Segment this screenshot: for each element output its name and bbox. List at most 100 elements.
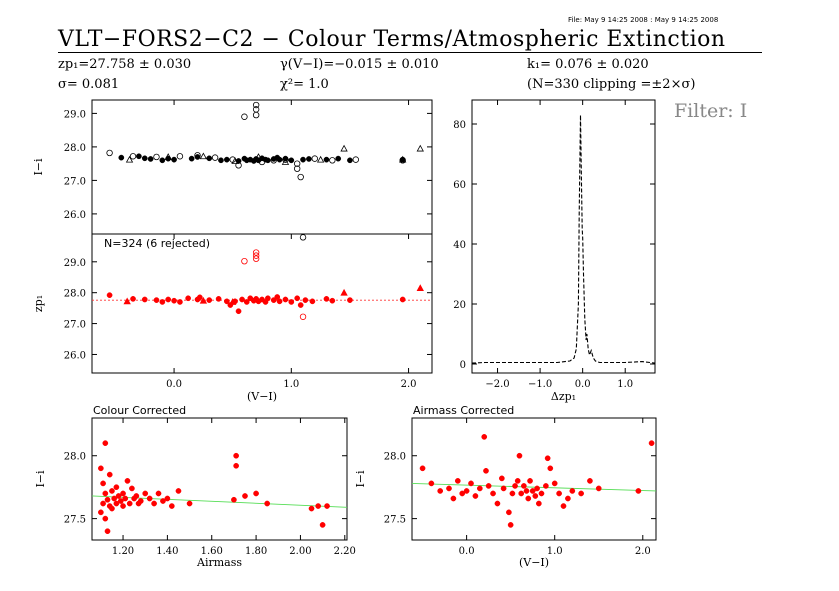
p1-point: [297, 173, 304, 181]
p2-point: [323, 296, 330, 302]
p2-point: [329, 297, 336, 304]
p1-point: [106, 149, 113, 157]
p4-point: [126, 500, 133, 507]
zp-stat: zp₁=27.758 ± 0.030: [58, 57, 192, 72]
p2-point: [297, 302, 304, 308]
p4-point: [151, 500, 157, 507]
p4-point: [324, 503, 330, 509]
p4-point: [113, 484, 120, 491]
p5-point: [556, 490, 562, 497]
p5-ytick-label: 28.0: [384, 452, 406, 463]
p4-xtick-label: 1.80: [245, 546, 267, 557]
p3-xtick-label: −2.0: [485, 379, 509, 390]
p3-xtick-label: 0.0: [575, 379, 591, 390]
p2-ylabel: zp₁: [32, 295, 45, 312]
p5-point: [459, 490, 466, 497]
p5-point: [428, 480, 435, 487]
p1-frame: [91, 99, 433, 235]
p4-point: [102, 440, 109, 447]
p1-point: [399, 155, 407, 163]
p1-point: [265, 157, 271, 164]
p5-point: [500, 485, 507, 492]
p2-point: [197, 294, 203, 301]
p5-point: [547, 465, 554, 472]
p1-point: [141, 155, 148, 162]
p2-point: [347, 297, 353, 303]
p2-point: [274, 294, 281, 300]
p4-point: [102, 515, 109, 522]
p4-point: [115, 493, 122, 499]
k-stat: k₁= 0.076 ± 0.020: [527, 57, 649, 72]
p5-point: [506, 509, 512, 516]
p2-ytick-label: 29.0: [64, 258, 86, 269]
p2-point: [239, 296, 245, 303]
p1-point: [159, 157, 166, 164]
p4-point: [319, 522, 326, 528]
p5-point: [523, 488, 530, 494]
p5-point: [532, 493, 539, 499]
p3-xtick-label: −1.0: [528, 379, 552, 390]
p5-point: [509, 490, 516, 497]
p5-point: [446, 485, 452, 492]
p3-series-line: [471, 114, 656, 364]
p4-point: [146, 495, 153, 502]
p5-point: [648, 440, 655, 447]
p5-point: [543, 483, 549, 489]
p4-point: [242, 493, 248, 499]
p1-point: [329, 157, 336, 164]
p2-point: [171, 297, 177, 304]
p3-ytick-label: 60: [453, 180, 466, 191]
p4-point: [98, 465, 104, 472]
p4-point: [186, 500, 193, 507]
p2-xlabel: (V−I): [247, 390, 277, 403]
p4-point: [104, 528, 111, 535]
p1-point: [306, 156, 312, 162]
p5-point: [569, 488, 576, 494]
p4-point: [122, 495, 129, 502]
p4-frame: [91, 417, 348, 541]
p5-point: [481, 434, 488, 440]
p2-point: [252, 255, 260, 262]
p1-point: [252, 101, 260, 109]
p2-frame: [91, 233, 433, 374]
p2-point: [243, 299, 250, 305]
p5-xtick-label: 2.0: [635, 546, 651, 557]
p5-point: [578, 490, 584, 497]
p5-ylabel: I−i: [354, 470, 367, 488]
p4-point: [155, 490, 162, 497]
p1-point: [125, 155, 134, 163]
p1-point: [276, 156, 283, 163]
p1-point: [340, 144, 348, 152]
p4-ytick-label: 28.0: [64, 452, 86, 463]
p4-point: [133, 493, 140, 499]
p1-ytick-label: 26.0: [64, 210, 86, 221]
p2-point: [177, 299, 183, 305]
p2-point: [206, 297, 213, 303]
p1-point: [299, 234, 307, 241]
p1-point: [254, 153, 263, 160]
p4-point: [124, 478, 131, 484]
p2-point: [294, 295, 301, 302]
p2-point: [229, 298, 237, 305]
p2-point: [130, 296, 136, 302]
p2-point: [299, 313, 307, 320]
p1-point: [293, 165, 301, 172]
p2-point: [252, 252, 260, 259]
p4-xtick-label: 1.20: [112, 546, 134, 557]
p5-point: [516, 452, 523, 459]
p1-point: [188, 155, 195, 162]
p4-point: [233, 462, 239, 469]
p1-point: [223, 156, 230, 163]
p5-point: [560, 503, 567, 509]
p5-point: [514, 478, 521, 484]
filter-label: Filter: I: [674, 100, 748, 122]
p4-xtick-label: 2.00: [289, 546, 311, 557]
p5-point: [498, 475, 505, 482]
p2-xtick-label: 2.0: [401, 379, 417, 390]
p5-point: [534, 485, 540, 492]
p5-xtick-label: 1.0: [547, 546, 563, 557]
p5-point: [494, 500, 501, 507]
p1-point: [206, 155, 213, 162]
p4-point: [168, 503, 175, 509]
p5-point: [544, 455, 551, 462]
